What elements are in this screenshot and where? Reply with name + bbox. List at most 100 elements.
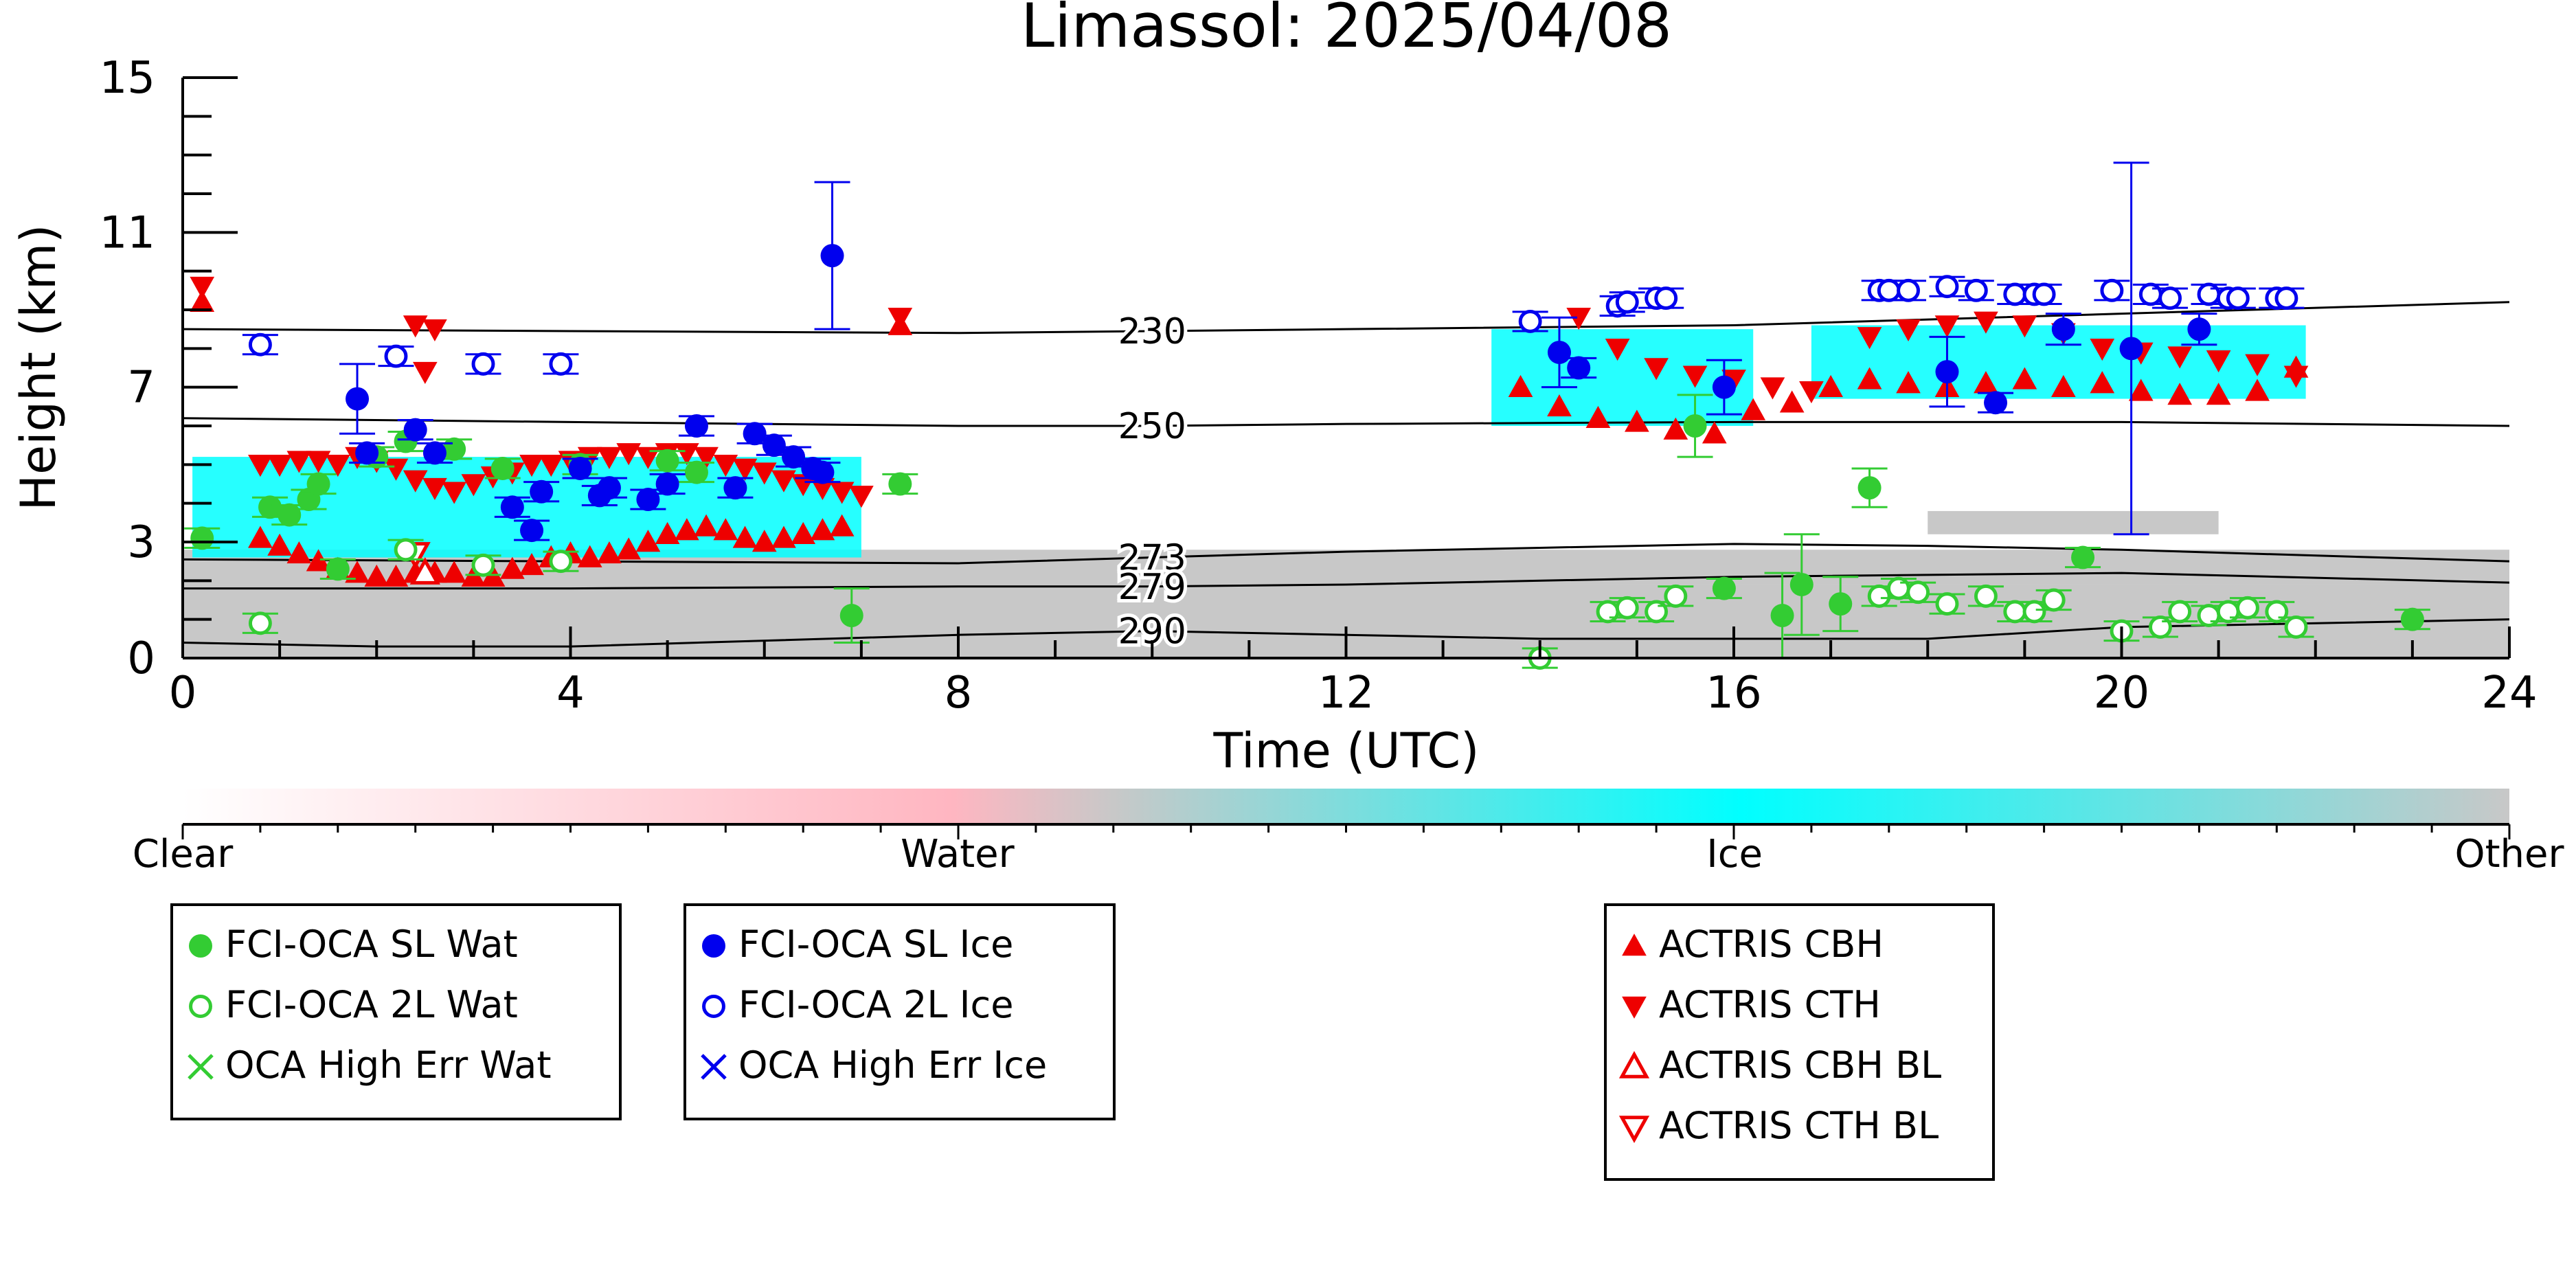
- legend-marker: [702, 995, 725, 1018]
- data-point: [713, 455, 738, 477]
- data-point: [258, 495, 282, 519]
- data-point: [2167, 383, 2193, 405]
- isotherm-273: [183, 543, 2509, 565]
- data-point: [403, 418, 427, 442]
- legend-marker: [701, 1054, 727, 1080]
- series-fci-oca-sl-wat: [184, 394, 2430, 659]
- colorbar-label: Other: [2454, 832, 2564, 877]
- data-point: [422, 441, 447, 465]
- data-point: [829, 482, 855, 504]
- data-point: [471, 553, 495, 577]
- data-point: [1567, 356, 1591, 380]
- data-point: [1741, 398, 1766, 420]
- data-point: [2149, 615, 2172, 639]
- data-point: [771, 470, 796, 493]
- data-point: [782, 445, 806, 469]
- data-point: [248, 455, 273, 477]
- legend-marker: [189, 995, 212, 1018]
- data-point: [2236, 596, 2259, 620]
- data-point: [2071, 545, 2095, 569]
- data-point: [326, 557, 350, 581]
- data-point: [403, 315, 428, 338]
- legend-label: ACTRIS CTH BL: [1659, 1104, 1939, 1147]
- data-point: [1605, 339, 1630, 361]
- data-point: [723, 476, 747, 500]
- data-point: [2100, 278, 2124, 302]
- data-point: [549, 352, 573, 376]
- isotherm-250: [183, 417, 2509, 427]
- data-point: [1702, 421, 1727, 444]
- data-point: [2012, 367, 2037, 389]
- data-point: [2265, 600, 2289, 624]
- data-point: [2003, 600, 2027, 624]
- legend-marker: [1618, 1116, 1650, 1143]
- data-point: [752, 462, 777, 485]
- legend-entry: ACTRIS CTH: [1622, 983, 1881, 1026]
- isotherm-279: [183, 572, 2509, 590]
- data-point: [1663, 417, 1688, 440]
- data-point: [2283, 365, 2309, 388]
- legend-marker: [1622, 996, 1647, 1019]
- data-point: [267, 533, 292, 556]
- data-point: [791, 474, 816, 497]
- data-point: [684, 414, 708, 438]
- data-point: [888, 472, 912, 496]
- data-point: [1829, 592, 1853, 616]
- data-point: [675, 443, 699, 466]
- data-point: [306, 451, 331, 473]
- data-point: [2090, 339, 2115, 361]
- x-tick-label: 8: [945, 668, 973, 719]
- series-fci-oca-2l-ice: [242, 275, 2305, 376]
- data-point: [694, 447, 719, 469]
- data-point: [810, 477, 835, 500]
- legend-entry: ACTRIS CBH BL: [1618, 1043, 1941, 1087]
- data-point: [2003, 282, 2027, 306]
- data-point: [655, 449, 679, 473]
- legend-marker: [189, 934, 212, 958]
- legend-label: FCI-OCA 2L Wat: [225, 983, 518, 1026]
- data-point: [267, 455, 292, 477]
- region-other: [1928, 510, 2219, 534]
- data-point: [1654, 286, 1678, 310]
- data-point: [499, 556, 525, 579]
- data-point: [190, 276, 215, 300]
- y-tick-label: 11: [100, 207, 155, 258]
- data-point: [471, 352, 495, 376]
- data-point: [1984, 391, 2008, 415]
- legend-marker: [1622, 934, 1647, 956]
- y-tick-label: 7: [127, 363, 155, 414]
- data-point: [713, 518, 738, 541]
- data-point: [461, 474, 486, 497]
- data-point: [1897, 278, 1920, 302]
- data-point: [1896, 319, 1921, 342]
- data-point: [839, 604, 863, 628]
- data-point: [1877, 278, 1901, 302]
- isotherm-label: 230: [1118, 311, 1186, 352]
- data-point: [2245, 379, 2270, 401]
- data-point: [1596, 600, 1620, 624]
- data-point: [1896, 371, 1921, 394]
- data-point: [1615, 290, 1639, 314]
- data-point: [811, 460, 835, 484]
- data-point: [1664, 584, 1688, 608]
- data-point: [1974, 311, 1998, 334]
- data-point: [743, 422, 767, 446]
- data-point: [1935, 360, 1959, 384]
- data-point: [1935, 592, 1959, 616]
- data-point: [190, 289, 215, 313]
- legend-actris: ACTRIS CBH ACTRIS CTH ACTRIS CBH BL ACTRIS …: [1604, 903, 1995, 1181]
- data-point: [248, 526, 273, 548]
- legend-label: ACTRIS CBH: [1659, 923, 1884, 966]
- legend-marker: [1618, 1051, 1650, 1078]
- legend-fci-ice: FCI-OCA SL Ice FCI-OCA 2L Ice OCA High Err…: [683, 903, 1116, 1120]
- data-point: [684, 460, 708, 484]
- data-point: [384, 344, 408, 368]
- data-point: [694, 514, 719, 536]
- legend-entry: FCI-OCA 2L Wat: [189, 983, 518, 1026]
- data-point: [2119, 337, 2143, 361]
- data-point: [442, 482, 466, 504]
- series-actris-cth: [190, 276, 2309, 508]
- data-point: [1906, 580, 1930, 605]
- data-point: [2042, 588, 2066, 612]
